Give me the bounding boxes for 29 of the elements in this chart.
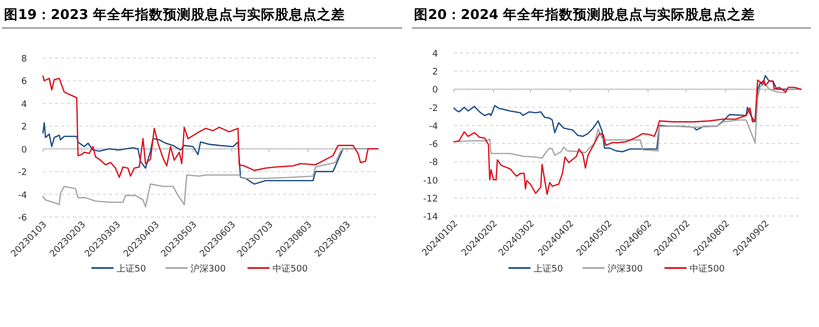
y-tick-label: -4 <box>429 122 438 132</box>
y-tick-label: 8 <box>21 54 28 64</box>
legend-label: 沪深300 <box>608 264 643 274</box>
y-tick-label: -4 <box>18 190 28 201</box>
legend-label: 沪深300 <box>190 264 226 274</box>
y-tick-label: 4 <box>21 100 28 110</box>
y-tick-label: 6 <box>21 77 28 88</box>
y-tick-label: 2 <box>432 68 438 78</box>
y-tick-label: -6 <box>18 214 28 224</box>
legend-label: 中证500 <box>690 264 725 274</box>
y-tick-label: -14 <box>423 212 438 222</box>
y-tick-label: -6 <box>429 140 438 150</box>
y-tick-label: 0 <box>432 86 438 96</box>
chart-title: 图20：2024 年全年指数预测股息点与实际股息点之差 <box>414 6 756 23</box>
chart-title: 图19：2023 年全年指数预测股息点与实际股息点之差 <box>4 6 346 23</box>
y-tick-label: 0 <box>21 145 28 156</box>
line-series <box>453 83 802 159</box>
line-series <box>42 76 379 178</box>
y-tick-label: -12 <box>423 194 438 204</box>
legend-label: 中证500 <box>272 264 308 274</box>
line-series <box>453 80 802 195</box>
y-tick-label: 4 <box>432 50 438 60</box>
y-tick-label: -2 <box>18 168 27 178</box>
y-tick-label: -10 <box>423 176 438 186</box>
y-tick-label: 2 <box>21 122 27 133</box>
legend-label: 上证50 <box>534 264 564 274</box>
legend-label: 上证50 <box>116 264 146 274</box>
y-tick-label: -8 <box>429 158 438 168</box>
y-tick-label: -2 <box>429 104 438 114</box>
